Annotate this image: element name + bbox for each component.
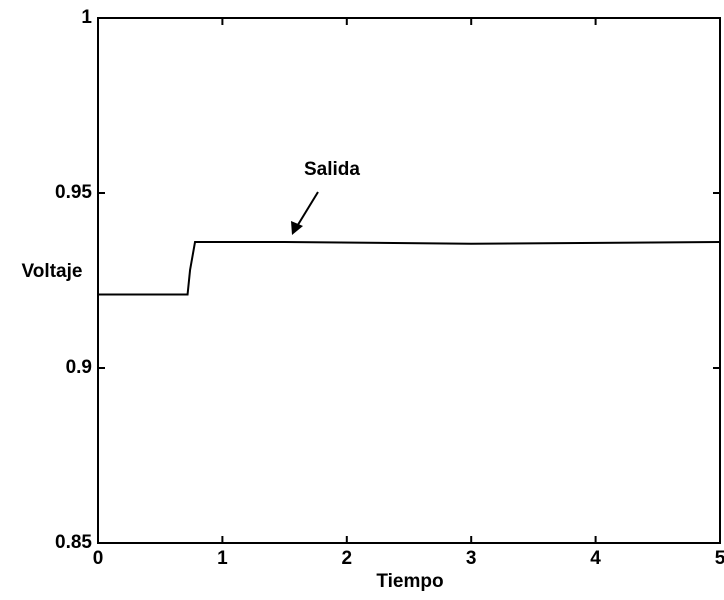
x-tick-label: 5 [715,548,724,569]
line [98,241,721,296]
y-tick-label: 1 [81,7,92,28]
y-tick-label: 0.95 [55,182,92,203]
x-tick-label: 0 [93,548,104,569]
annotation-arrowhead [291,221,303,235]
plot-frame [97,17,721,544]
x-tick-label: 2 [342,548,353,569]
annotation-arrow [295,191,319,229]
x-axis-label: Tiempo [376,571,443,592]
y-tick-label: 0.85 [55,532,92,553]
y-axis-label: Voltaje [22,261,83,282]
annotation: Salida [304,159,360,180]
y-tick-label: 0.9 [66,357,92,378]
x-tick-label: 4 [590,548,601,569]
x-tick-label: 3 [466,548,477,569]
x-tick-label: 1 [217,548,228,569]
